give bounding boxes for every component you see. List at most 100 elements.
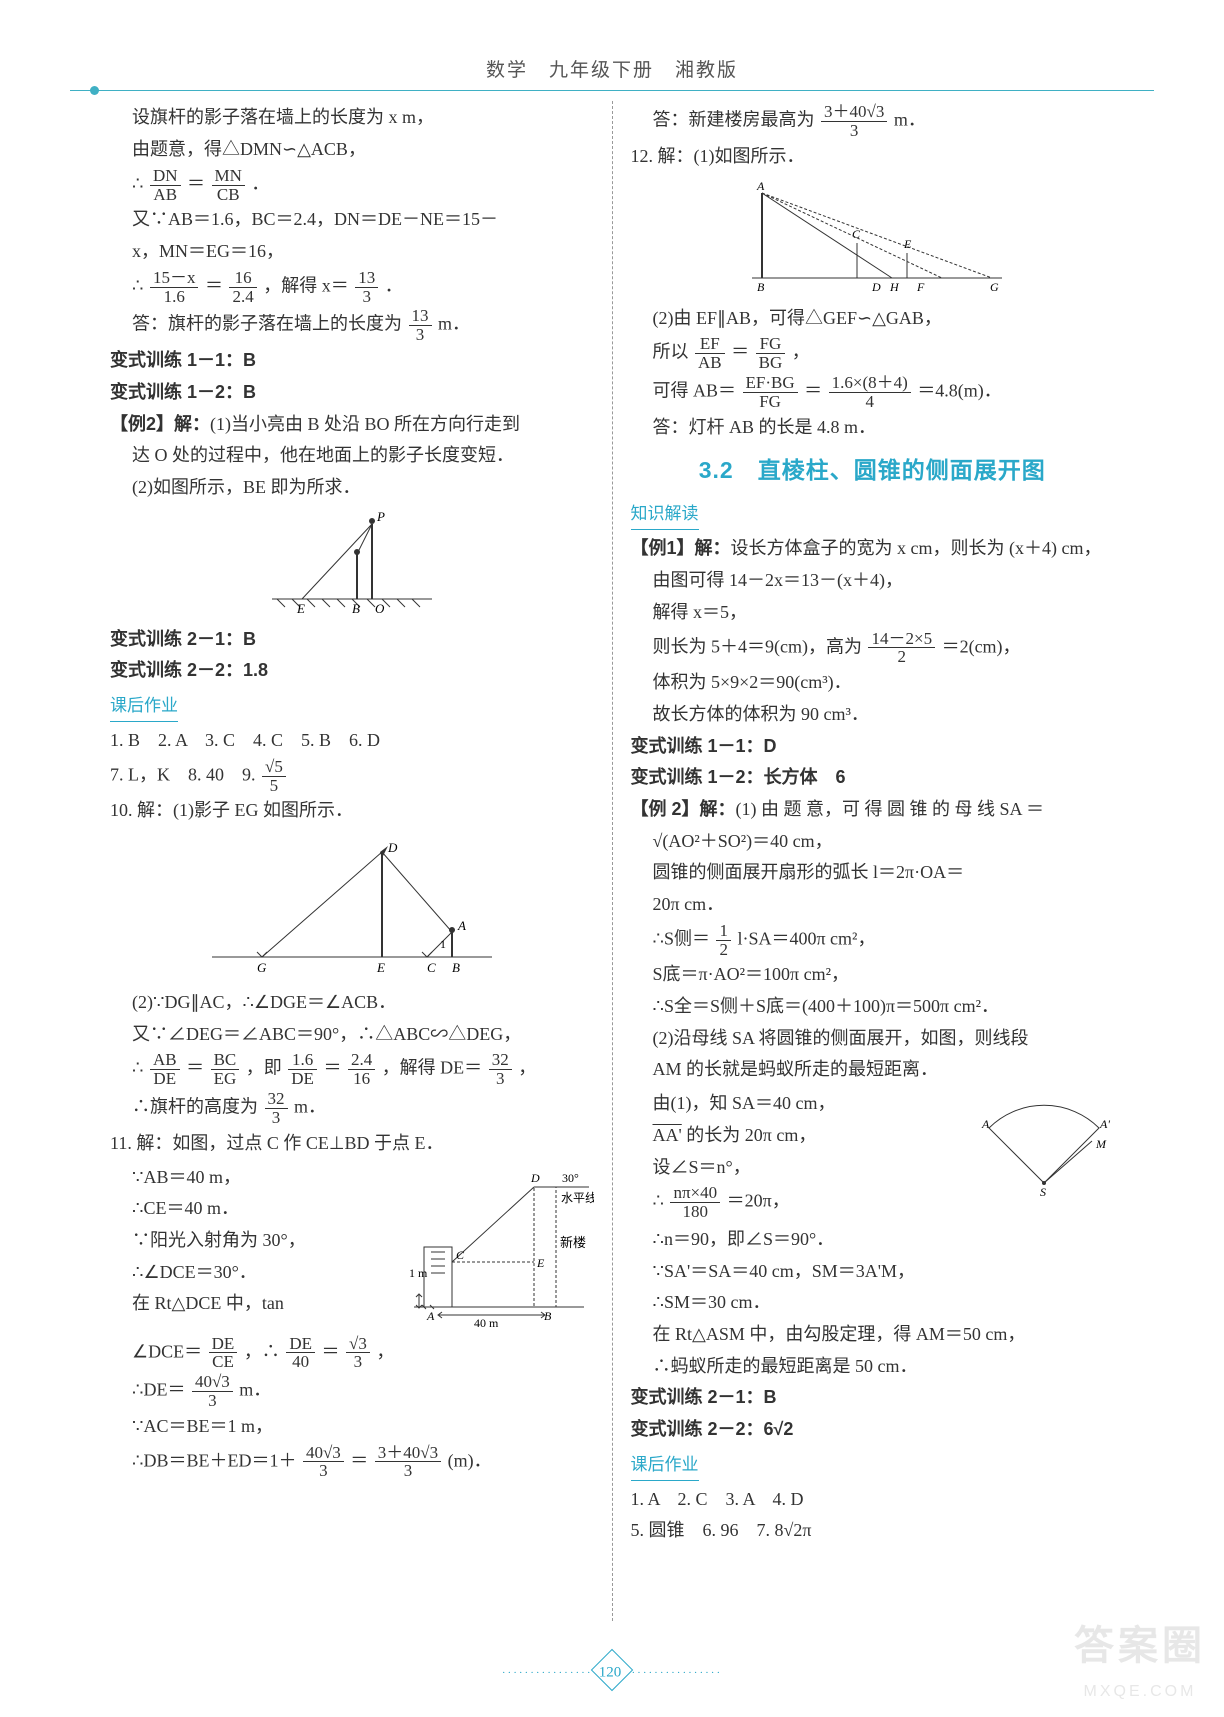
page-diamond: 120 bbox=[591, 1649, 633, 1691]
page-footer: ················ 120 ················ bbox=[0, 1655, 1224, 1687]
svg-text:40 m: 40 m bbox=[474, 1316, 499, 1327]
den: EG bbox=[211, 1070, 240, 1088]
den: 3 bbox=[409, 326, 432, 344]
content-columns: 设旗杆的影子落在墙上的长度为 x m， 由题意，得△DMN∽△ACB， ∴ DN… bbox=[70, 101, 1154, 1621]
den: 3 bbox=[821, 122, 887, 140]
text: 由(1)，知 SA＝40 cm， bbox=[631, 1089, 975, 1119]
num: 15－x bbox=[150, 269, 199, 288]
q12: 12. 解：(1)如图所示． bbox=[631, 142, 1115, 172]
num: nπ×40 bbox=[670, 1184, 720, 1203]
text: l·SA＝400π cm²， bbox=[737, 928, 875, 948]
figure-q10: D A G E C B 1 bbox=[110, 832, 594, 982]
text: 体积为 5×9×2＝90(cm³)． bbox=[631, 668, 1115, 698]
text: 答：新建楼房最高为 3＋40√33 m． bbox=[631, 103, 1115, 140]
text: ∴蚂蚁所走的最短距离是 50 cm． bbox=[631, 1352, 1115, 1382]
text: ． bbox=[385, 275, 403, 295]
eq: ＝ bbox=[731, 342, 749, 362]
text: 达 O 处的过程中，他在地面上的影子长度变短． bbox=[110, 441, 594, 471]
text: ∴n＝90，即∠S＝90°． bbox=[631, 1225, 1115, 1255]
figure-ex2: P E B O bbox=[110, 509, 594, 619]
num: DN bbox=[150, 167, 181, 186]
text: (m)． bbox=[448, 1450, 492, 1470]
example: 【例2】解：(1)当小亮由 B 处沿 BO 所在方向行走到 bbox=[110, 410, 594, 440]
watermark: 答案圈 MXQE.COM bbox=[1074, 1613, 1206, 1705]
den: 3 bbox=[192, 1392, 233, 1410]
text: 又∵AB＝1.6，BC＝2.4，DN＝DE－NE＝15－ bbox=[110, 205, 594, 235]
figure-q11: 新楼 30° 水平线 D E C 1 m A B 40 m bbox=[394, 1167, 594, 1327]
homework-heading: 课后作业 bbox=[110, 692, 178, 722]
text: ，解得 x＝ bbox=[263, 275, 349, 295]
text: ∴ bbox=[653, 1191, 664, 1211]
svg-text:1 m: 1 m bbox=[409, 1266, 428, 1280]
hw-row: 5. 圆锥 6. 96 7. 8√2π bbox=[631, 1516, 1115, 1546]
page-number: 120 bbox=[599, 1657, 622, 1687]
eq: ＝ bbox=[350, 1450, 368, 1470]
svg-text:B: B bbox=[544, 1309, 552, 1323]
variant: 变式训练 2－2：6√2 bbox=[631, 1415, 1115, 1445]
watermark-text: 答案圈 bbox=[1074, 1613, 1206, 1679]
svg-text:P: P bbox=[376, 509, 385, 524]
text: (2)如图所示，BE 即为所求． bbox=[110, 473, 594, 503]
text: ∴ bbox=[132, 275, 143, 295]
text: ， bbox=[376, 1341, 394, 1361]
text: 答：旗杆的影子落在墙上的长度为 133 m． bbox=[110, 307, 594, 344]
text: m． bbox=[438, 314, 470, 334]
num: BC bbox=[211, 1051, 240, 1070]
variant: 变式训练 2－1：B bbox=[631, 1383, 1115, 1413]
text: ＝2(cm)， bbox=[942, 636, 1021, 656]
num: √5 bbox=[262, 758, 286, 777]
text: ∠DCE＝ bbox=[132, 1341, 202, 1361]
text: (2)∵DG∥AC，∴∠DGE＝∠ACB． bbox=[110, 988, 594, 1018]
den: 1.6 bbox=[150, 288, 199, 306]
text: 所以 bbox=[653, 342, 689, 362]
figure-cone: A A' M S bbox=[974, 1093, 1114, 1217]
text: 由题意，得△DMN∽△ACB， bbox=[110, 135, 594, 165]
svg-text:F: F bbox=[916, 280, 925, 294]
svg-text:30°: 30° bbox=[562, 1171, 579, 1185]
svg-text:A: A bbox=[426, 1309, 435, 1323]
den: AB bbox=[695, 354, 725, 372]
num: DE bbox=[209, 1335, 238, 1354]
svg-text:B: B bbox=[352, 601, 360, 616]
svg-text:M: M bbox=[1095, 1137, 1107, 1151]
den: 16 bbox=[348, 1070, 375, 1088]
num: 1.6 bbox=[288, 1051, 317, 1070]
num: AB bbox=[150, 1051, 180, 1070]
den: 3 bbox=[265, 1109, 288, 1127]
text: ∴旗杆的高度为 bbox=[132, 1097, 258, 1117]
den: 3 bbox=[346, 1353, 370, 1371]
text: ∴S侧＝ bbox=[653, 928, 710, 948]
left-column: 设旗杆的影子落在墙上的长度为 x m， 由题意，得△DMN∽△ACB， ∴ DN… bbox=[70, 101, 612, 1621]
hw-row: 7. L，K 8. 40 9. √55 bbox=[110, 758, 594, 795]
text: ∠DCE＝ DECE ，∴ DE40 ＝ √33 ， bbox=[110, 1335, 594, 1372]
text: 在 Rt△ASM 中，由勾股定理，得 AM＝50 cm， bbox=[631, 1320, 1115, 1350]
label: 【例1】解： bbox=[631, 538, 731, 558]
num: 32 bbox=[489, 1051, 512, 1070]
text: ，即 bbox=[246, 1058, 282, 1078]
header-title: 数学 九年级下册 湘教版 bbox=[70, 55, 1154, 86]
text: m． bbox=[294, 1097, 326, 1117]
den: 180 bbox=[670, 1203, 720, 1221]
svg-text:O: O bbox=[375, 601, 385, 616]
num: EF bbox=[695, 335, 725, 354]
svg-text:S: S bbox=[1040, 1185, 1046, 1199]
den: 3 bbox=[303, 1462, 344, 1480]
text: ，∴ bbox=[244, 1341, 280, 1361]
num: 3＋40√3 bbox=[821, 103, 887, 122]
text: ∴∠DCE＝30°． bbox=[110, 1258, 384, 1288]
eq: ＝ bbox=[205, 275, 223, 295]
text: (1) 由 题 意，可 得 圆 锥 的 母 线 SA ＝ bbox=[736, 799, 1045, 819]
svg-text:A': A' bbox=[1099, 1117, 1110, 1131]
text: 故长方体的体积为 90 cm³． bbox=[631, 700, 1115, 730]
text: ∵SA'＝SA＝40 cm，SM＝3A'M， bbox=[631, 1257, 1115, 1287]
text: ∴DB＝BE＋ED＝1＋ bbox=[132, 1450, 296, 1470]
text: 答：新建楼房最高为 bbox=[653, 110, 815, 130]
text: 又∵∠DEG＝∠ABC＝90°，∴△ABC∽△DEG， bbox=[110, 1020, 594, 1050]
svg-text:E: E bbox=[903, 237, 912, 251]
num: 14－2×5 bbox=[868, 630, 935, 649]
text: ∴CE＝40 m． bbox=[110, 1194, 384, 1224]
num: FG bbox=[756, 335, 786, 354]
variant: 变式训练 1－1：B bbox=[110, 346, 594, 376]
svg-text:D: D bbox=[387, 840, 398, 855]
text: ＝4.8(m)． bbox=[917, 381, 1002, 401]
